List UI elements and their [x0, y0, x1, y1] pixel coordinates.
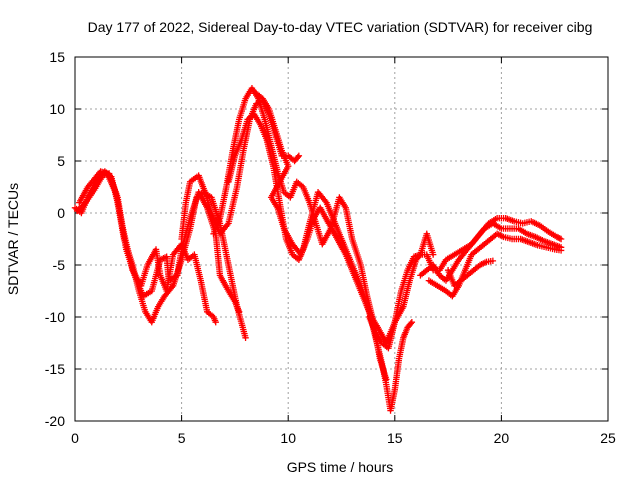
x-tick-label: 10: [280, 430, 296, 446]
x-tick-label: 5: [178, 430, 186, 446]
data-point-marker: [242, 334, 249, 341]
data-point-marker: [408, 319, 416, 326]
series-arc-1: [71, 168, 249, 341]
data-point-marker: [295, 152, 303, 159]
data-point-marker: [556, 235, 563, 242]
series-arc-3: [76, 168, 219, 326]
x-tick-label: 15: [387, 430, 403, 446]
y-tick-label: -15: [45, 361, 65, 377]
data-point-marker: [489, 257, 497, 265]
data-point-marker: [407, 320, 414, 327]
x-tick-label: 20: [494, 430, 510, 446]
data-point-marker: [553, 233, 561, 241]
series-arc-2: [73, 170, 243, 315]
data-point-marker: [212, 319, 219, 326]
data-point-marker: [557, 247, 565, 254]
x-tick-label: 25: [600, 430, 616, 446]
data-point-marker: [557, 235, 565, 243]
y-tick-label: 10: [49, 101, 65, 117]
series-arc-6: [225, 111, 416, 414]
axis-ticks: 0 5 10 15 20 25 -20 -15 -10 -5 0 5 10 15: [45, 49, 616, 446]
series-arc-10: [425, 230, 565, 300]
data-point-marker: [294, 153, 301, 161]
data-points: [71, 85, 565, 414]
x-axis-label: GPS time / hours: [287, 459, 394, 475]
y-tick-label: -10: [45, 309, 65, 325]
x-tick-label: 0: [71, 430, 79, 446]
y-tick-label: -20: [45, 413, 65, 429]
y-tick-label: 5: [57, 153, 65, 169]
chart-title: Day 177 of 2022, Sidereal Day-to-day VTE…: [88, 19, 593, 35]
data-point-marker: [235, 308, 243, 315]
y-tick-label: 15: [49, 49, 65, 65]
series-arc-9: [417, 220, 565, 284]
y-tick-label: 0: [57, 205, 65, 221]
y-tick-label: -5: [53, 257, 66, 273]
data-point-marker: [429, 251, 437, 258]
y-axis-label: SDTVAR / TECUs: [5, 183, 21, 295]
data-point-marker: [555, 234, 562, 241]
series-arc-5: [210, 85, 390, 383]
plot-frame: [74, 56, 609, 422]
series-arc-11: [444, 257, 497, 289]
